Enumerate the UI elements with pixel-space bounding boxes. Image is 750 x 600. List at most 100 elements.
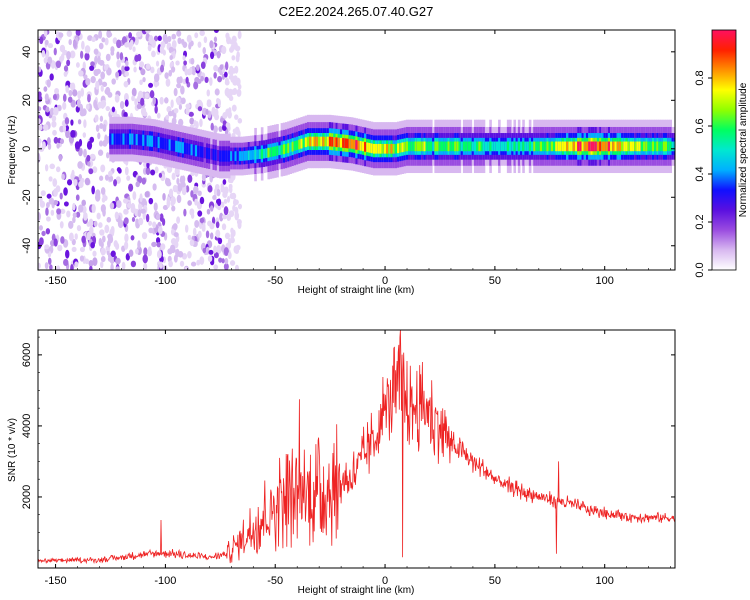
noise-speck: [51, 115, 57, 122]
noise-speck: [75, 62, 80, 68]
ridge-cell: [124, 133, 128, 145]
ridge-cell: [621, 141, 624, 152]
ridge-cell: [443, 141, 446, 152]
noise-speck: [139, 193, 143, 203]
noise-speck: [213, 252, 219, 259]
ridge-cell: [473, 141, 477, 152]
ridge-cell: [212, 149, 216, 161]
ridge-cell: [665, 141, 668, 152]
noise-speck: [99, 115, 104, 122]
noise-speck: [171, 205, 176, 212]
ridge-cell: [544, 141, 547, 152]
ridge-cell: [216, 150, 220, 162]
noise-speck: [178, 104, 183, 110]
ridge-cell: [658, 141, 662, 152]
noise-speck: [182, 55, 186, 61]
noise-speck: [213, 264, 219, 270]
ridge-cell: [511, 141, 514, 152]
noise-speck: [221, 45, 227, 55]
noise-speck: [237, 118, 243, 124]
noise-speck: [125, 60, 129, 67]
noise-speck: [79, 255, 85, 262]
ridge-cell: [588, 141, 591, 152]
noise-speck: [171, 39, 177, 49]
noise-speck: [95, 124, 100, 132]
ridge-cell: [513, 141, 517, 152]
noise-speck: [145, 213, 150, 223]
noise-speck: [108, 175, 114, 182]
ridge-cell: [546, 141, 549, 152]
noise-speck: [176, 194, 182, 204]
ridge-cell: [592, 141, 596, 152]
ridge-cell: [113, 133, 117, 145]
noise-speck: [77, 119, 82, 125]
noise-speck: [190, 190, 194, 198]
noise-speck: [148, 35, 154, 45]
noise-speck: [96, 212, 101, 220]
noise-speck: [230, 227, 234, 234]
noise-speck: [221, 201, 225, 208]
noise-speck: [87, 35, 93, 42]
ridge-cell: [383, 143, 387, 154]
noise-speck: [85, 103, 90, 110]
noise-speck: [201, 173, 206, 182]
noise-speck: [79, 110, 86, 117]
noise-speck: [194, 220, 200, 228]
noise-speck: [44, 164, 49, 172]
noise-speck: [124, 42, 130, 48]
y-tick-label: 2000: [21, 485, 33, 509]
ridge-cell: [662, 141, 666, 152]
noise-speck: [115, 257, 121, 265]
ridge-cell: [137, 134, 141, 146]
ridge-cell: [311, 136, 314, 147]
noise-speck: [189, 66, 193, 75]
noise-speck: [86, 231, 91, 241]
noise-speck: [234, 65, 239, 74]
x-tick-label: -50: [267, 575, 283, 587]
ridge-cell: [126, 133, 130, 145]
x-tick-label: 100: [596, 275, 614, 287]
ridge-cell: [555, 141, 558, 152]
noise-speck: [228, 210, 235, 218]
colorbar-tick-label: 0.4: [694, 166, 706, 181]
ridge-cell: [320, 136, 323, 147]
noise-speck: [77, 90, 82, 100]
noise-speck: [84, 45, 91, 54]
noise-speck: [56, 208, 62, 215]
noise-speck: [153, 73, 160, 83]
noise-speck: [49, 264, 53, 270]
ridge-cell: [357, 140, 361, 151]
ridge-cell: [278, 145, 282, 156]
noise-speck: [204, 76, 209, 83]
noise-speck: [75, 194, 80, 201]
noise-speck: [94, 55, 98, 65]
noise-speck: [186, 34, 192, 43]
noise-speck: [175, 60, 180, 66]
noise-speck: [171, 66, 176, 73]
noise-speck: [162, 192, 166, 201]
noise-speck: [89, 265, 93, 270]
ridge-cell: [645, 141, 648, 152]
noise-speck: [213, 188, 218, 197]
noise-speck: [169, 244, 176, 253]
noise-speck: [230, 44, 235, 52]
noise-speck: [156, 250, 162, 259]
ridge-cell: [313, 136, 317, 147]
noise-speck: [213, 71, 217, 79]
ridge-cell: [403, 142, 407, 152]
ridge-cell: [643, 141, 646, 152]
noise-speck: [139, 79, 143, 85]
noise-speck: [100, 187, 106, 195]
noise-speck: [159, 44, 165, 54]
noise-speck: [194, 198, 198, 206]
noise-speck: [226, 196, 231, 203]
noise-speck: [180, 85, 185, 95]
noise-speck: [106, 31, 113, 38]
noise-speck: [197, 106, 203, 112]
ridge-cell: [469, 141, 473, 152]
noise-speck: [111, 106, 116, 113]
noise-speck: [131, 95, 135, 102]
noise-speck: [65, 129, 70, 139]
ridge-cell: [563, 141, 567, 152]
y-tick-label: -20: [21, 189, 33, 205]
